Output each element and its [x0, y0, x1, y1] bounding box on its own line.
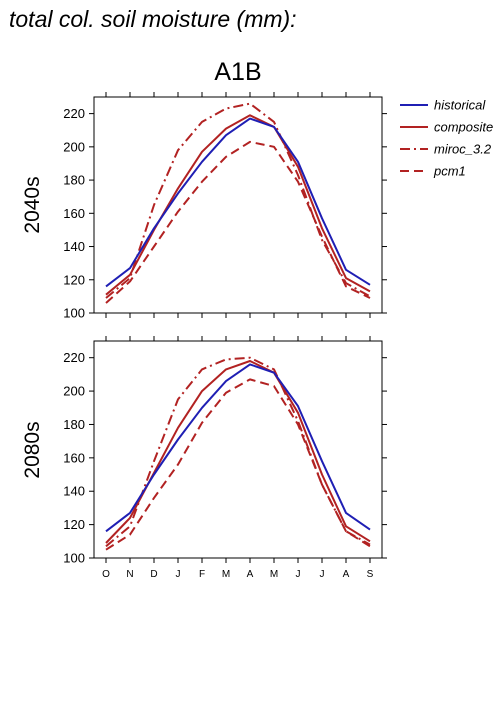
y-tick-label: 220: [63, 106, 85, 121]
chart-title: total col. soil moisture (mm):: [9, 6, 297, 32]
legend-label: pcm1: [433, 164, 466, 179]
x-tick-label: J: [176, 569, 181, 580]
series-line-historical: [105, 363, 371, 533]
y-tick-label: 100: [63, 551, 85, 566]
y-tick-label: 220: [63, 350, 85, 365]
x-tick-label: O: [102, 569, 110, 580]
series-line-pcm1: [105, 140, 371, 304]
plot-frame: [93, 96, 383, 314]
x-tick-label: M: [270, 569, 278, 580]
row-label-2080s: 2080s: [21, 421, 44, 478]
x-tick-label: M: [222, 569, 230, 580]
x-tick-label: F: [199, 569, 205, 580]
row-label-2040s: 2040s: [21, 176, 44, 233]
x-tick-label: A: [247, 569, 254, 580]
series-line-composite: [105, 114, 371, 296]
y-tick-label: 180: [63, 173, 85, 188]
series-line-miroc-3-2: [105, 102, 371, 299]
y-tick-label: 160: [63, 206, 85, 221]
series-line-historical: [105, 117, 371, 288]
y-tick-label: 160: [63, 450, 85, 465]
y-tick-label: 140: [63, 484, 85, 499]
plot-frame: [93, 340, 383, 559]
y-tick-label: 120: [63, 517, 85, 532]
legend-label: historical: [434, 98, 486, 113]
x-tick-label: S: [367, 569, 374, 580]
series-line-composite: [105, 360, 371, 544]
y-tick-label: 200: [63, 139, 85, 154]
legend-label: composite: [434, 120, 493, 135]
y-tick-label: 120: [63, 272, 85, 287]
panel-2080s: 100 120 140 160 180 200 220 O N D J F M A M J J A S: [63, 336, 387, 580]
legend-label: miroc_3.2: [434, 142, 492, 157]
x-tick-label: J: [296, 569, 301, 580]
scenario-label: A1B: [214, 58, 261, 86]
y-tick-label: 100: [63, 306, 85, 321]
panel-2040s: 100 120 140 160 180 200 220: [63, 92, 387, 321]
y-tick-label: 180: [63, 417, 85, 432]
x-tick-label: J: [320, 569, 325, 580]
y-tick-label: 200: [63, 384, 85, 399]
x-tick-label: N: [126, 569, 133, 580]
legend: historical composite miroc_3.2 pcm1: [400, 98, 493, 179]
x-tick-label: D: [150, 569, 157, 580]
y-tick-label: 140: [63, 239, 85, 254]
series-line-pcm1: [105, 378, 371, 551]
x-tick-label: A: [343, 569, 350, 580]
